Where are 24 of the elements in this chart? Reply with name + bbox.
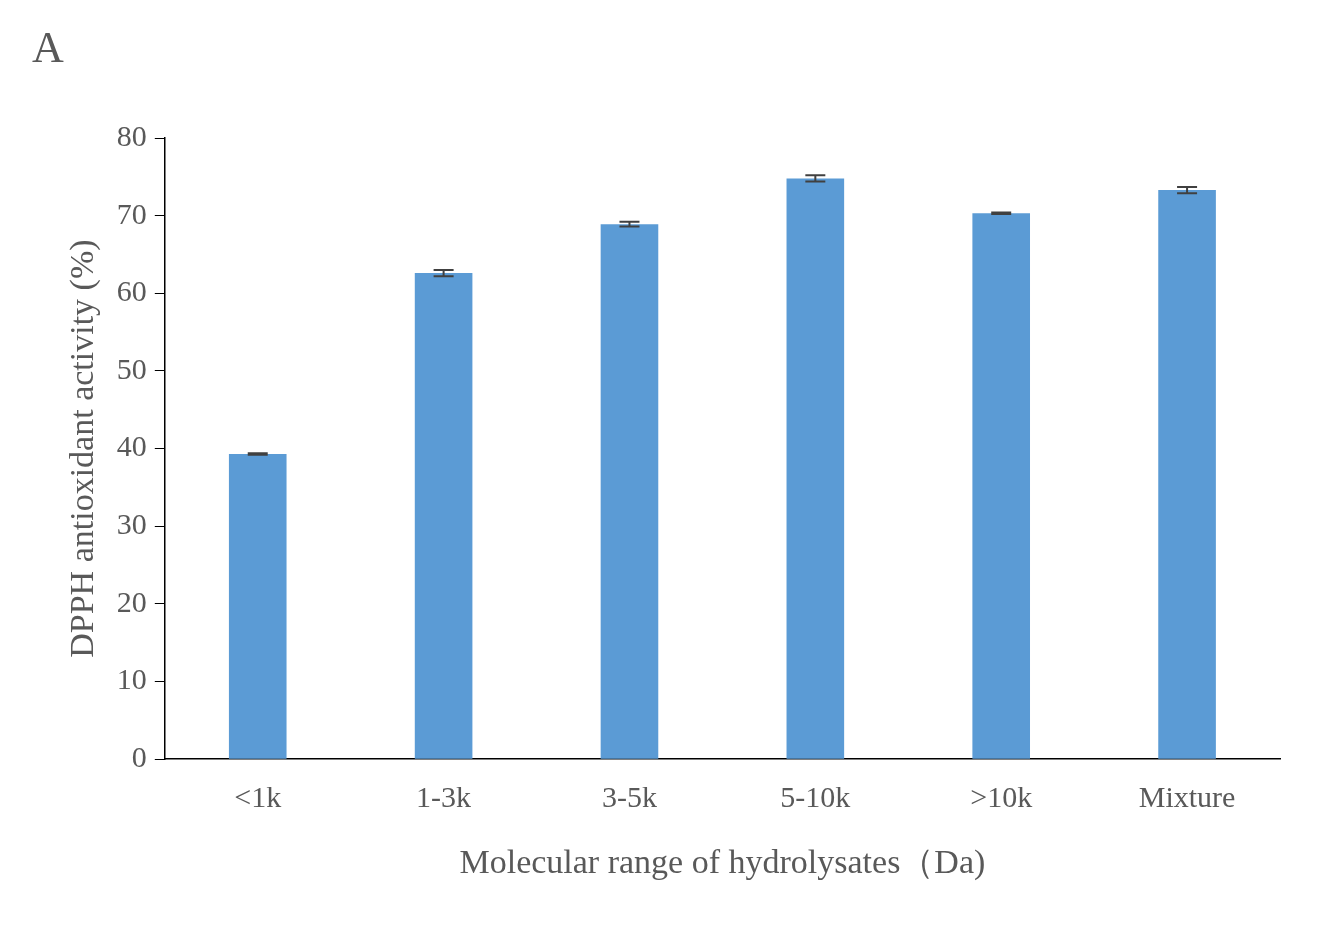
- bar: [600, 224, 659, 759]
- x-tick-label: Mixture: [1138, 780, 1236, 814]
- x-tick-label: 5-10k: [780, 780, 851, 814]
- y-tick-label: 70: [116, 196, 147, 230]
- y-axis-title: DPPH antioxidant activity (%): [63, 239, 102, 658]
- y-tick-label: 0: [131, 740, 147, 774]
- x-tick-label: 1-3k: [416, 780, 472, 814]
- y-tick-label: 30: [116, 507, 147, 541]
- y-tick-label: 50: [116, 351, 147, 385]
- y-tick-label: 20: [116, 584, 147, 618]
- text: A: [32, 22, 64, 73]
- bar: [414, 273, 473, 759]
- y-tick-label: 10: [116, 662, 147, 696]
- y-tick-label: 40: [116, 429, 147, 463]
- x-tick-label: <1k: [234, 780, 282, 814]
- bar: [1158, 190, 1216, 759]
- x-axis-title: Molecular range of hydrolysates（Da): [459, 842, 986, 881]
- x-tick-label: >10k: [970, 780, 1033, 814]
- bar: [228, 454, 287, 759]
- y-tick-label: 80: [116, 118, 147, 152]
- y-tick-label: 60: [116, 274, 147, 308]
- bar: [972, 213, 1031, 759]
- bar: [786, 178, 845, 759]
- x-tick-label: 3-5k: [601, 780, 657, 814]
